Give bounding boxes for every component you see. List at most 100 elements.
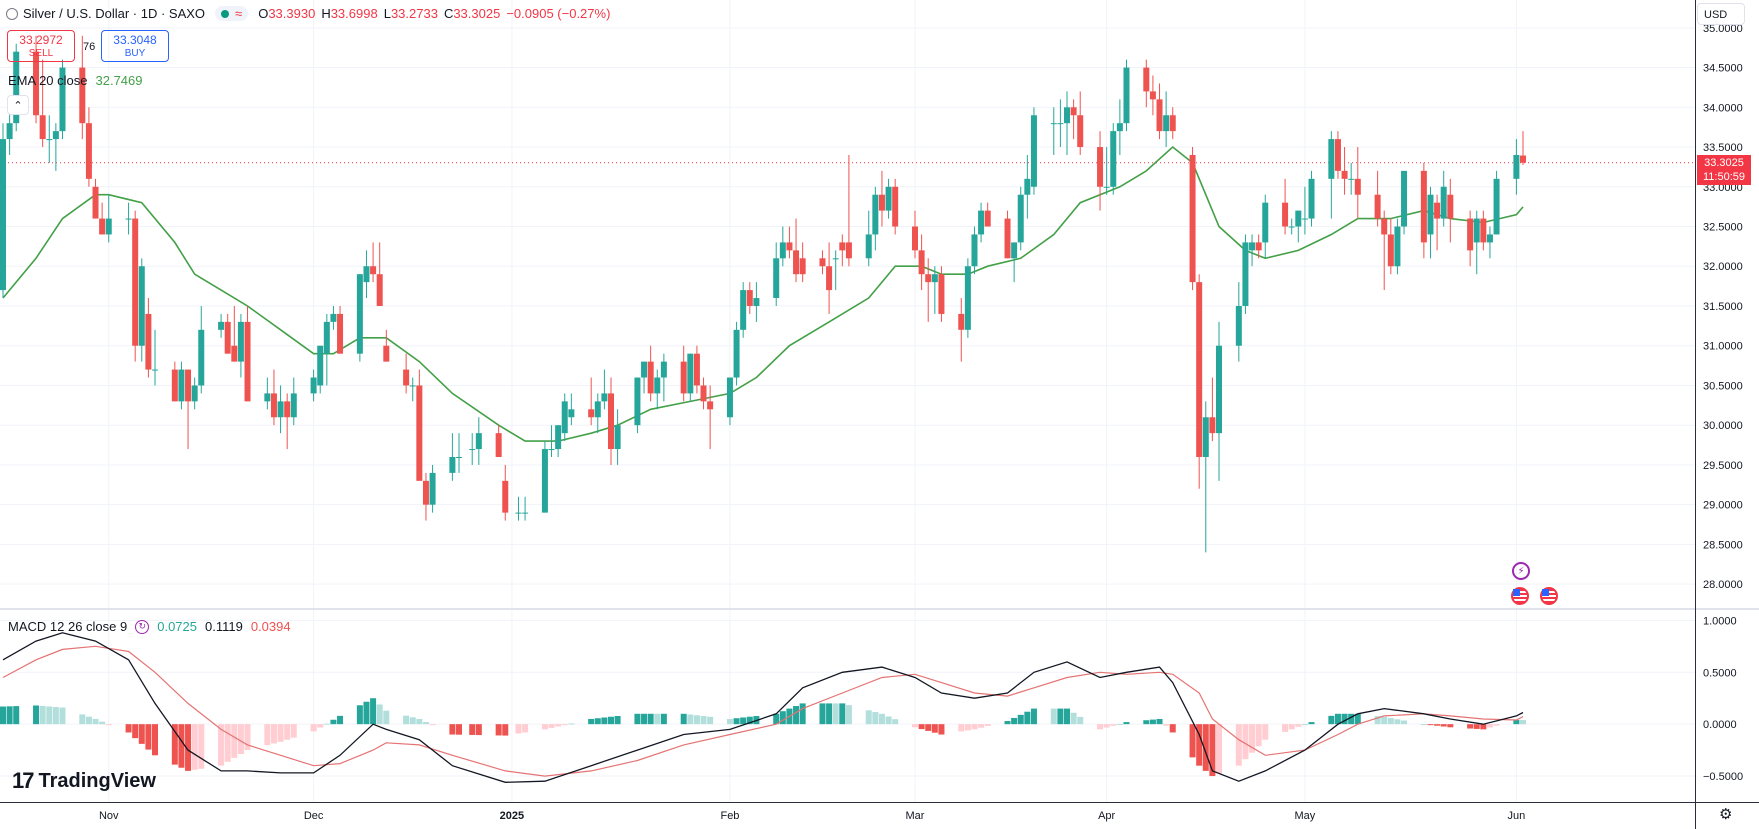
tradingview-logo[interactable]: 17 TradingView — [12, 768, 156, 794]
candle-body — [1427, 194, 1434, 235]
candle-body — [171, 369, 178, 402]
price-tick-label: 33.0000 — [1703, 182, 1743, 194]
candle-body — [1513, 154, 1520, 179]
histogram-bar — [237, 724, 244, 754]
candle-body — [878, 194, 885, 211]
collapse-legend-button[interactable]: ⌃ — [7, 95, 29, 115]
candle-body — [145, 313, 152, 370]
axis-tick-labels: 35.0000 34.5000 34.0000 33.5000 33.0000 32.50… — [99, 23, 1743, 822]
histogram-bar — [680, 713, 687, 725]
candle-body — [152, 369, 158, 371]
symbol-title[interactable]: Silver / U.S. Dollar · 1D · SAXO — [23, 6, 206, 21]
candle-body — [1440, 186, 1447, 219]
candle-body — [1103, 186, 1110, 188]
high-label: H — [321, 6, 331, 21]
gear-icon[interactable]: ⚙ — [1719, 806, 1733, 823]
histogram-bar — [1447, 724, 1454, 728]
price-tick-label: 35.0000 — [1703, 23, 1743, 35]
histogram-bar — [1473, 724, 1480, 729]
histogram-bar — [1216, 724, 1222, 774]
candle-body — [964, 266, 971, 330]
candle-body — [568, 409, 575, 418]
candle-body — [1434, 202, 1441, 219]
histogram-bar — [1440, 724, 1447, 727]
candle-body — [132, 218, 139, 346]
candle-body — [1064, 107, 1070, 124]
histogram-bar — [1520, 720, 1526, 725]
histogram-bar — [826, 703, 833, 725]
candle-body — [6, 123, 13, 140]
sell-button[interactable]: 33.2972 SELL — [7, 30, 75, 62]
buy-button[interactable]: 33.3048 BUY — [101, 30, 169, 62]
histogram-bar — [1064, 708, 1070, 725]
histogram-bar — [1348, 713, 1355, 725]
ema-20-path — [2, 145, 1524, 442]
market-status-badge[interactable]: ≈ — [215, 6, 249, 21]
signal-line-path — [2, 645, 1524, 777]
signal-value: 0.1119 — [205, 619, 243, 634]
candle-body — [403, 369, 410, 386]
currency-selector[interactable]: USD — [1697, 3, 1745, 25]
histogram-bar — [1077, 716, 1084, 725]
candle-body — [1262, 202, 1269, 243]
us-flag-icon[interactable] — [1511, 587, 1529, 605]
histogram-bar — [171, 724, 178, 765]
candle-body — [594, 401, 601, 418]
candle-body — [515, 512, 522, 514]
candle-body — [707, 401, 714, 410]
histogram-bar — [244, 724, 251, 751]
macd-value: 0.0725 — [157, 619, 197, 634]
candle-body — [892, 186, 899, 227]
sell-price: 33.2972 — [19, 33, 63, 47]
histogram-bar — [1328, 715, 1335, 725]
histogram-bar — [1434, 724, 1441, 726]
histogram-bar — [191, 724, 198, 770]
histogram-bar — [0, 706, 6, 725]
ema-legend[interactable]: EMA 20 close 32.7469 — [8, 73, 143, 88]
candle-body — [1163, 115, 1170, 132]
histogram-bar — [502, 724, 509, 736]
histogram-bar — [6, 706, 13, 725]
candle-body — [1394, 226, 1401, 267]
candle-body — [865, 234, 872, 259]
candle-body — [938, 274, 945, 314]
candle-body — [1473, 218, 1480, 243]
histogram-bar — [376, 704, 383, 725]
histogram-bar — [1486, 724, 1493, 728]
histogram-bar — [931, 724, 938, 733]
price-tick-label: 31.0000 — [1703, 341, 1743, 353]
candle-body — [1354, 178, 1361, 195]
buy-label: BUY — [124, 48, 146, 59]
histogram-bar — [647, 713, 654, 725]
histogram-bar — [878, 713, 885, 725]
spread-value: 76 — [83, 41, 96, 53]
histogram-bar — [105, 724, 112, 726]
candle-body — [541, 449, 548, 513]
symbol-legend[interactable]: Silver / U.S. Dollar · 1D · SAXO ≈ O 33.3… — [6, 6, 616, 21]
histogram-bar — [1262, 724, 1269, 740]
ema-legend-label: EMA 20 close — [8, 73, 88, 88]
histogram-bar — [740, 717, 747, 725]
candle-body — [700, 385, 707, 402]
candle-body — [1387, 234, 1394, 267]
histogram-bar — [707, 716, 714, 725]
time-tick-label: Jun — [1508, 810, 1526, 822]
candle-body — [376, 274, 383, 306]
macd-legend[interactable]: MACD 12 26 close 9 ↻ 0.0725 0.1119 0.039… — [8, 619, 291, 634]
histogram-bar — [1017, 714, 1024, 725]
candle-body — [1249, 242, 1256, 251]
us-flag-icon[interactable] — [1540, 587, 1558, 605]
candle-body — [416, 385, 423, 481]
histogram-bar — [1301, 724, 1308, 726]
histogram-bar — [1295, 724, 1302, 727]
candle-body — [429, 472, 436, 505]
lightning-icon[interactable]: ⚡ — [1512, 562, 1530, 580]
histogram-bar — [1110, 724, 1117, 726]
histogram-bar — [449, 724, 456, 735]
refresh-icon[interactable]: ↻ — [135, 619, 150, 634]
histogram-bar — [403, 715, 410, 725]
candle-body — [363, 266, 370, 283]
time-tick-label: Apr — [1098, 810, 1115, 822]
